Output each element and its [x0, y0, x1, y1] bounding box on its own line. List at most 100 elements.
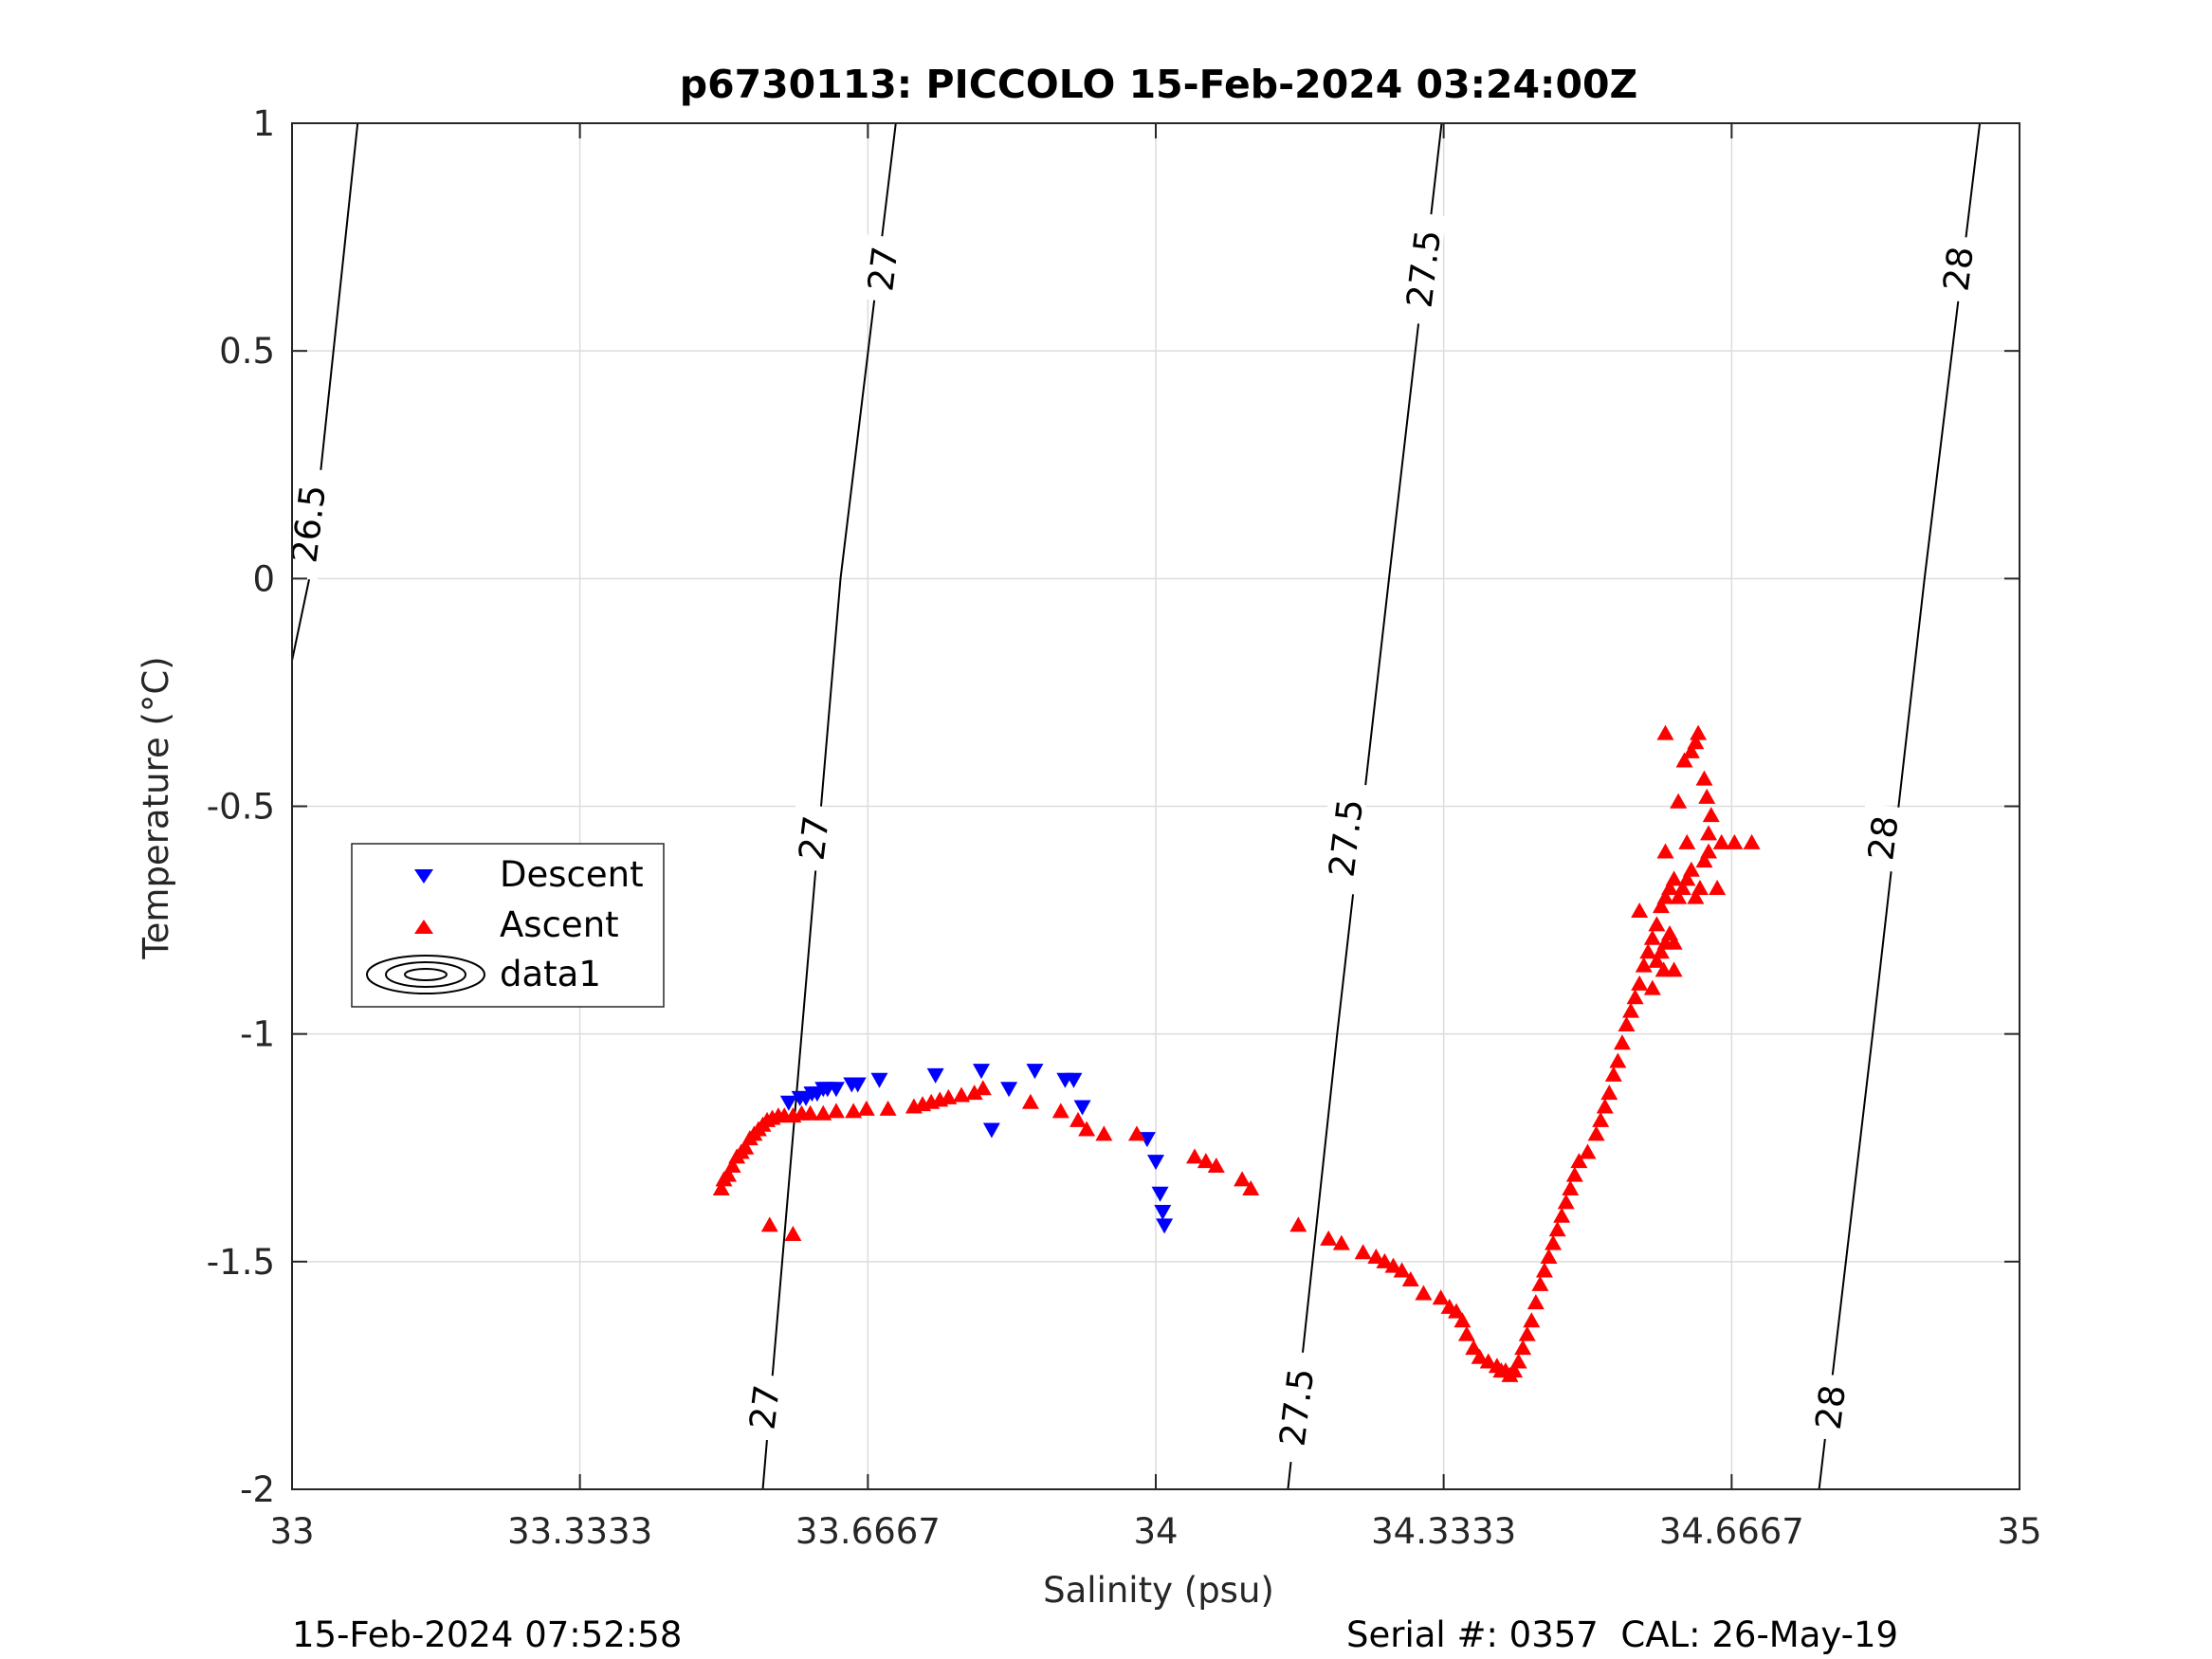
ascent-point [1635, 957, 1653, 973]
ascent-point [1682, 742, 1700, 758]
ascent-point [1652, 943, 1670, 959]
ascent-point [1661, 879, 1679, 895]
ascent-point [737, 1139, 755, 1155]
x-tick-label: 33 [269, 1511, 314, 1552]
ascent-point [1514, 1340, 1532, 1356]
descent-point [1151, 1186, 1169, 1202]
ascent-point [1401, 1271, 1419, 1287]
ascent-point [1678, 870, 1696, 886]
ascent-point [1432, 1289, 1450, 1305]
ascent-point [1604, 1066, 1622, 1082]
contour-label: 28 [1932, 234, 1982, 303]
ascent-point [1506, 1362, 1524, 1378]
ascent-point [1242, 1179, 1260, 1195]
descent-point [1026, 1064, 1044, 1080]
ascent-point [1557, 1194, 1575, 1210]
svg-text:28: 28 [1860, 813, 1906, 863]
ascent-point [1540, 1249, 1558, 1265]
ascent-point [1639, 943, 1657, 959]
ascent-point [827, 1103, 845, 1119]
legend-ascent-label: Ascent [500, 904, 619, 945]
data-series [712, 724, 1761, 1382]
ascent-point [1656, 843, 1674, 859]
ascent-point [1207, 1157, 1225, 1173]
ascent-point [1518, 1325, 1536, 1341]
ascent-point [1652, 898, 1670, 914]
descent-point [1156, 1218, 1174, 1234]
ascent-point [1622, 1002, 1640, 1018]
ascent-point [1709, 879, 1727, 895]
descent-point [982, 1122, 1000, 1139]
descent-point [1065, 1072, 1083, 1088]
ascent-point [1078, 1121, 1096, 1137]
ascent-point [1698, 788, 1716, 804]
ascent-point [1393, 1262, 1411, 1278]
ascent-point [1069, 1111, 1088, 1127]
ascent-point [1548, 1221, 1566, 1237]
x-axis-label: Salinity (psu) [1043, 1570, 1274, 1611]
ascent-point [1509, 1353, 1527, 1369]
ascent-point [1700, 825, 1718, 841]
y-axis-label: Temperature (°C) [136, 656, 176, 959]
y-axis-ticks: -2 -1.5 -1 -0.5 0 0.5 1 [207, 103, 2020, 1510]
ascent-point [1570, 1153, 1588, 1169]
ascent-point [1021, 1093, 1039, 1109]
ascent-point [814, 1104, 832, 1121]
contour-line-28 [1818, 123, 1982, 1489]
ascent-point [1687, 888, 1705, 904]
x-tick-label: 34.6667 [1659, 1511, 1804, 1552]
ascent-point [1678, 833, 1696, 849]
ascent-point [1095, 1125, 1113, 1141]
legend-descent-label: Descent [500, 854, 644, 895]
y-tick-label: 0.5 [219, 331, 275, 372]
ascent-point [1457, 1325, 1475, 1341]
ascent-point [1234, 1171, 1252, 1187]
svg-text:27.5: 27.5 [1272, 1366, 1323, 1449]
contour-label: 28 [1857, 803, 1907, 872]
ascent-point [1354, 1244, 1372, 1260]
ascent-point [801, 1104, 819, 1121]
ascent-point [1565, 1166, 1583, 1182]
ascent-point [1545, 1234, 1563, 1250]
ascent-point [1535, 1262, 1553, 1278]
ascent-point [1367, 1249, 1385, 1265]
ascent-point [1673, 879, 1691, 895]
descent-point [1154, 1204, 1172, 1220]
descent-point [972, 1064, 990, 1080]
ascent-point [1702, 807, 1720, 823]
descent-point [1000, 1082, 1018, 1098]
y-tick-label: 0 [252, 558, 275, 599]
ascent-point [1631, 975, 1649, 991]
svg-text:28: 28 [1935, 245, 1981, 294]
x-tick-label: 33.6667 [795, 1511, 941, 1552]
svg-text:27.5: 27.5 [1398, 228, 1449, 310]
ascent-point [784, 1226, 802, 1242]
descent-point [1073, 1100, 1091, 1116]
ascent-point [1656, 724, 1674, 740]
descent-point [1138, 1132, 1156, 1148]
ascent-point [1579, 1143, 1597, 1159]
x-axis-ticks: 33 33.3333 33.6667 34 34.3333 34.6667 35 [269, 123, 2042, 1552]
ascent-point [1384, 1257, 1402, 1273]
ascent-point [1670, 888, 1688, 904]
contour-label: 27.5 [1317, 780, 1371, 895]
x-tick-label: 33.3333 [507, 1511, 652, 1552]
contour-label: 27 [739, 1372, 788, 1442]
ascent-point [953, 1086, 971, 1103]
svg-text:28: 28 [1808, 1382, 1854, 1431]
chart-title: p6730113: PICCOLO 15-Feb-2024 03:24:00Z [680, 62, 1638, 107]
ascent-point [1531, 1275, 1549, 1291]
legend-descent-marker [414, 869, 433, 884]
ascent-point [965, 1085, 983, 1101]
ascent-point [1320, 1230, 1338, 1246]
ascent-point [1643, 929, 1661, 945]
ascent-point [1690, 724, 1708, 740]
ascent-point [1051, 1103, 1069, 1119]
ascent-point [723, 1157, 741, 1173]
footer-serial-cal: Serial #: 0357 CAL: 26-May-19 [1346, 1614, 1898, 1655]
series-descent [779, 1064, 1174, 1234]
ascent-point [1479, 1353, 1497, 1369]
ascent-point [1670, 793, 1688, 809]
svg-text:27: 27 [741, 1382, 787, 1431]
ascent-point [1648, 916, 1666, 932]
